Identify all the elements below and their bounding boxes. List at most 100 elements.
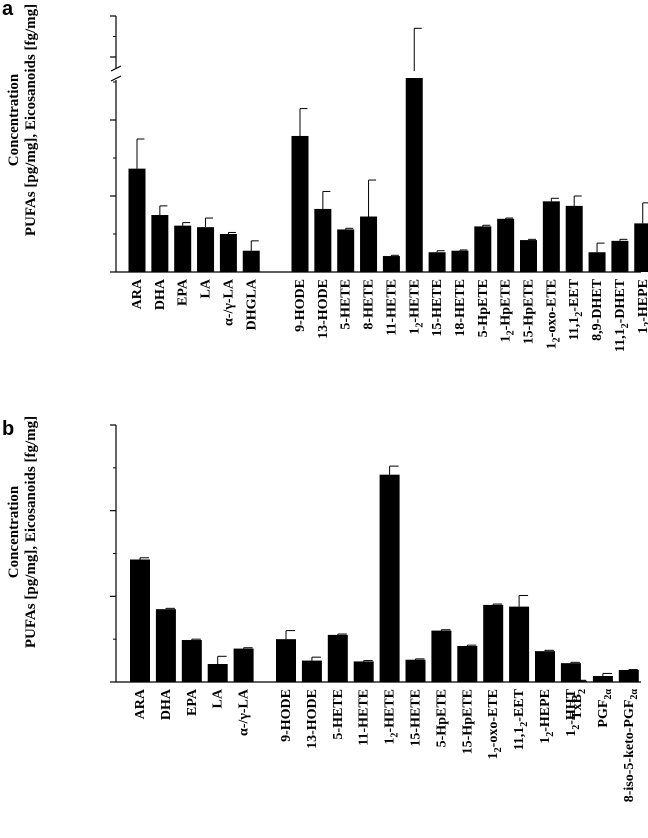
category-label-part: DHGLA <box>244 278 259 330</box>
category-label-part: α-/γ-LA <box>236 688 251 736</box>
category-label-part: TxB <box>570 694 585 720</box>
category-label-la: LA <box>210 688 225 708</box>
bar-15-hpete <box>457 646 478 682</box>
category-label-part: 11,1 <box>567 317 582 341</box>
category-label-part: 9-HODE <box>279 689 294 742</box>
category-label-part: 11-HETE <box>356 689 371 746</box>
category-label-part: 1 <box>538 737 553 744</box>
category-label-15-hpete: 15-HpETE <box>521 279 536 344</box>
bar-5-hete <box>337 229 355 272</box>
category-label-part: 15-HpETE <box>521 279 536 344</box>
axis-break-mark <box>110 75 122 82</box>
category-label-la: LA <box>198 278 213 298</box>
bar-12-hht <box>560 663 581 682</box>
category-label-part: 2 <box>506 330 517 335</box>
category-label-part: ARA <box>133 688 148 719</box>
category-label-part: LA <box>210 688 225 708</box>
category-label-15-hpete: 15-HpETE <box>460 689 475 754</box>
category-label-part: 2 <box>620 323 631 328</box>
bar-12-oxo-ete <box>542 201 560 272</box>
category-label-8-9-dhet: 8,9-DHET <box>590 278 605 341</box>
bar-12-hpete <box>497 218 515 272</box>
category-label-8-iso-5-keto-pgf2: 8-iso-5-keto-PGF2α <box>621 689 640 803</box>
category-label-part: -HETE <box>382 689 397 733</box>
panel-b-letter: b <box>2 418 14 440</box>
bar-epa <box>181 640 202 682</box>
category-label-part: 1 <box>486 752 501 759</box>
category-label-part: -oxo-ETE <box>486 689 501 747</box>
category-label-ara: ARA <box>133 688 148 719</box>
bar-la <box>219 234 237 272</box>
category-label-12-hht: 12-HHT <box>563 688 582 736</box>
bar-pgf2 <box>592 676 613 682</box>
category-label-part: 2 <box>390 733 401 738</box>
category-label-part: -EET <box>512 688 527 721</box>
category-label-part: 2α <box>629 689 640 700</box>
bar-9-hode <box>276 639 296 682</box>
category-label-part: 1 <box>635 327 648 334</box>
category-label-part: 2 <box>545 732 556 737</box>
bar-9-hode <box>291 135 309 272</box>
category-label-la: α-/γ-LA <box>236 688 251 736</box>
category-label-part: α-/γ-LA <box>221 278 236 326</box>
category-label-5-hpete: 5-HpETE <box>434 689 449 747</box>
category-label-part: 5-HpETE <box>434 689 449 747</box>
category-label-part: 8-iso-5-keto-PGF <box>621 700 636 803</box>
category-label-dha: DHA <box>158 688 173 720</box>
category-label-part: 5-HETE <box>330 689 345 740</box>
category-label-part: EPA <box>175 278 190 306</box>
axis-break-mark <box>110 65 122 72</box>
category-label-9-hode: 9-HODE <box>293 279 308 332</box>
bar-15-hete <box>428 252 446 272</box>
category-label-13-hode: 13-HODE <box>315 279 330 339</box>
panel-a-letter: a <box>2 0 14 20</box>
category-label-part: 5-HETE <box>338 279 353 330</box>
ylabel-line2: PUFAs [pg/mg], Eicosanoids [fg/mg] <box>23 416 39 648</box>
category-label-12-hepe: 12-HEPE <box>635 279 648 334</box>
ylabel-line2: PUFAs [pg/mg], Eicosanoids [fg/mg] <box>23 4 39 236</box>
bar-dhgla <box>242 250 260 272</box>
category-label-part: -HEPE <box>538 689 553 732</box>
bar-11-hete <box>382 256 400 272</box>
bar-15-hete <box>405 659 426 682</box>
category-label-part: 18-HETE <box>452 279 467 337</box>
panel-b-ylabel: Concentration PUFAs [pg/mg], Eicosanoids… <box>6 416 39 648</box>
bar-13-hode <box>314 208 332 272</box>
bar-13-hode <box>301 660 322 682</box>
category-label-11-hete: 11-HETE <box>356 689 371 746</box>
category-label-part: 2 <box>577 689 588 694</box>
bar-18-hete <box>451 250 469 272</box>
category-label-13-hode: 13-HODE <box>304 689 319 749</box>
category-label-5-hpete: 5-HpETE <box>475 279 490 337</box>
bar-8-9-dhet <box>588 252 606 272</box>
category-label-part: 2 <box>519 722 530 727</box>
bar-5-hpete <box>474 226 492 272</box>
bar-11-12-eet <box>565 205 583 272</box>
category-label-11-12-eet: 11,12-EET <box>567 278 586 340</box>
category-label-part: 8-HETE <box>361 279 376 330</box>
bar-12-hepe <box>634 223 648 272</box>
category-label-part: DHA <box>158 688 173 720</box>
category-label-part: 1 <box>563 730 578 737</box>
panel-a: ARA DHA EPA LA α-/γ-LA DHGLA 9-HODE 13-HODE 5-HE… <box>110 15 648 352</box>
category-label-part: -HETE <box>407 279 422 323</box>
category-label-part: 15-HETE <box>408 689 423 747</box>
category-label-epa: EPA <box>184 688 199 716</box>
category-label-11-12-dhet: 11,12-DHET <box>612 278 631 352</box>
category-label-part: 13-HODE <box>304 689 319 749</box>
bar-txb2 <box>567 680 587 682</box>
category-label-part: 1 <box>498 335 513 342</box>
category-label-8-hete: 8-HETE <box>361 279 376 330</box>
category-label-12-oxo-ete: 12-oxo-ETE <box>544 279 563 349</box>
category-label-ara: ARA <box>130 278 145 309</box>
category-label-part: -EET <box>567 278 582 311</box>
category-label-9-hode: 9-HODE <box>279 689 294 742</box>
category-label-12-hete: 12-HETE <box>407 279 426 335</box>
category-label-part: 8,9-DHET <box>590 278 605 341</box>
category-label-part: 15-HETE <box>430 279 445 337</box>
category-label-part: 1 <box>544 342 559 349</box>
category-label-11-hete: 11-HETE <box>384 279 399 336</box>
panel-a-ylabel: Concentration PUFAs [pg/mg], Eicosanoids… <box>6 4 39 236</box>
